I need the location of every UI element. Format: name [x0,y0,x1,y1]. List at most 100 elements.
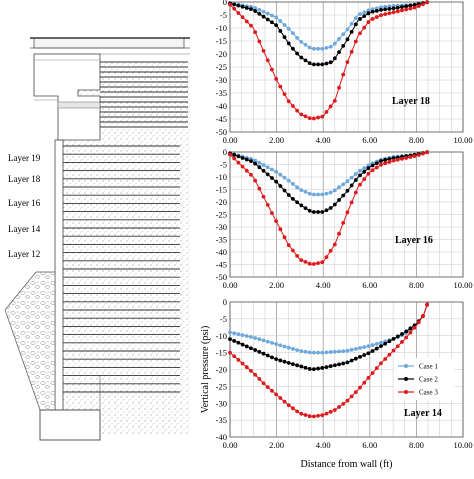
x-axis-title: Distance from wall (ft) [301,459,393,470]
data-point [240,4,245,9]
data-point [366,163,371,168]
data-point [286,99,291,104]
data-point [366,375,371,380]
data-point [291,347,295,351]
y-tick-label: -35 [216,235,227,245]
data-point [286,178,291,183]
data-point [270,388,274,393]
data-point [274,179,279,184]
y-axis-title: Vertical pressure (psi) [200,326,211,414]
data-point [400,340,404,344]
data-point [353,39,358,44]
chart-title: Layer 16 [395,235,433,246]
data-point [328,104,333,109]
data-point [316,350,320,355]
data-point [249,335,253,339]
data-point [337,362,341,367]
data-point [286,360,291,365]
data-point [311,46,316,51]
data-point [307,350,312,355]
data-point [408,3,413,8]
x-tick-label: 0.00 [223,280,238,290]
data-point [358,17,362,21]
data-point [228,152,232,157]
data-point [391,158,396,163]
y-tick-label: -5 [220,160,227,170]
data-point [228,2,232,7]
data-point [299,188,304,193]
data-point [374,161,379,166]
data-point [362,177,367,182]
data-point [341,193,346,198]
data-point [278,19,283,23]
data-point [387,11,392,16]
data-point [295,35,300,40]
data-point [332,98,337,103]
data-point [311,367,316,372]
data-point [383,158,388,162]
data-point [341,72,346,77]
data-point [332,188,337,193]
data-point [341,402,346,406]
series-markers-case3 [228,0,430,121]
data-point [366,166,371,171]
data-point [395,334,400,339]
data-point [295,254,300,258]
data-point [240,361,245,366]
data-point [341,43,346,48]
data-point [244,344,249,349]
y-tick-label: -40 [216,101,227,111]
data-point [299,349,304,354]
data-point [291,248,295,253]
data-point [412,154,417,159]
data-point [291,31,295,36]
data-point [299,203,304,208]
data-point [265,58,270,63]
series-markers-case3 [228,150,430,266]
data-point [282,399,287,404]
data-point [307,116,312,121]
data-point [362,14,367,19]
data-point [286,243,291,248]
data-point [257,8,262,12]
data-point [274,219,279,224]
data-point [253,178,258,183]
y-tick-label: -10 [216,172,227,182]
data-point [404,4,409,9]
data-point [249,346,253,351]
data-point [274,357,279,362]
data-point [257,160,262,165]
data-point [404,329,409,334]
data-point [282,235,287,240]
data-point [374,165,379,170]
data-point [299,258,304,262]
data-point [358,173,362,178]
layer-label-14: Layer 14 [8,224,41,234]
data-point [370,9,375,14]
data-point [362,25,367,30]
data-point [383,341,388,346]
data-point [240,333,245,338]
y-tick-label: -20 [216,197,227,207]
data-point [324,191,329,196]
data-point [374,6,379,11]
data-point [228,337,232,342]
data-point [379,344,383,349]
data-point [257,377,262,381]
data-point [337,37,341,41]
data-point [320,62,325,67]
y-tick-label: -40 [216,247,227,257]
data-point [299,112,304,117]
data-point [366,20,371,24]
data-point [253,336,258,340]
data-point [291,46,295,51]
data-point [244,6,249,10]
data-point [303,206,308,211]
x-tick-label: 10.00 [453,280,472,290]
data-point [307,261,312,266]
data-point [379,5,383,10]
data-point [421,151,425,156]
data-point [253,30,258,35]
y-tick-label: -5 [220,10,227,20]
data-point [358,168,362,173]
